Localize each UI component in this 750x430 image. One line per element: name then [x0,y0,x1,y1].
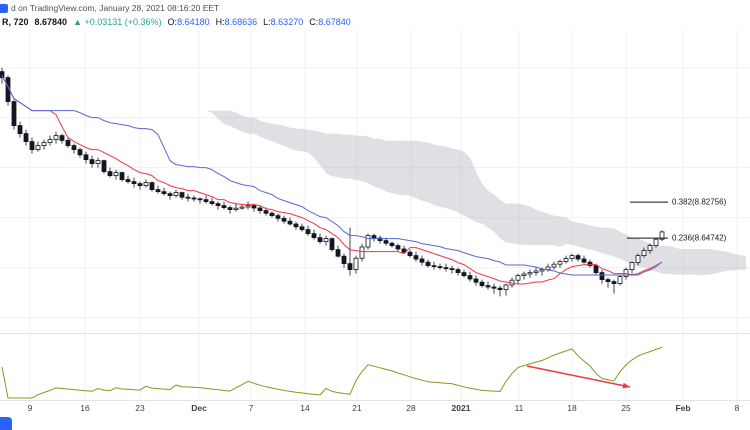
tradingview-corner-logo[interactable] [0,417,12,430]
candlestick-series [0,67,665,297]
time-axis-label: 14 [300,403,310,413]
chart-header: d on TradingView.com, January 28, 2021 0… [0,3,351,27]
time-axis-label: 25 [621,403,631,413]
last-price: 8.67840 [34,17,68,27]
price-change: ▲ +0.03131 (+0.36%) [73,17,162,27]
ohlc-close: C:8.67840 [309,17,351,27]
oscillator-line [1,346,663,399]
time-axis: 9 16 23 Dec 7 14 21 28 2021 11 18 25 Feb 8 [28,403,740,413]
symbol-interval[interactable]: R, 720 [2,17,29,27]
tenkan-line [1,75,663,285]
arrow-annotation [526,365,631,389]
ohlc-high: H:8.68636 [215,17,258,27]
time-axis-label: 28 [406,403,416,413]
published-caption: d on TradingView.com, January 28, 2021 0… [11,3,220,13]
fib-retracement: 0.382(8.82756) 0.236(8.64742) [627,198,727,243]
fib-label: 0.236(8.64742) [672,234,727,243]
time-axis-label: Feb [675,403,690,413]
time-axis-label: 2021 [452,403,471,413]
tenkan-line-group [1,75,663,285]
time-axis-label: 9 [28,403,33,413]
time-axis-label: 11 [515,403,524,413]
time-axis-label: 21 [352,403,362,413]
ohlc-low: L:8.63270 [263,17,304,27]
pane-separators [0,333,750,401]
oscillator-pane [1,346,663,399]
ohlc-open: O:8.64180 [167,17,210,27]
arrowhead-icon [622,382,630,389]
grid [0,30,750,400]
time-axis-label: 23 [135,403,145,413]
time-axis-label: 8 [735,403,740,413]
kijun-line-group [1,75,663,276]
time-axis-label: 16 [80,403,90,413]
tradingview-logo-icon [0,3,8,13]
time-axis-label: Dec [191,403,207,413]
time-axis-label: 18 [567,403,577,413]
kijun-line [1,75,663,276]
fib-label: 0.382(8.82756) [672,198,727,207]
time-axis-label: 7 [249,403,254,413]
ichimoku-cloud [2,75,746,276]
